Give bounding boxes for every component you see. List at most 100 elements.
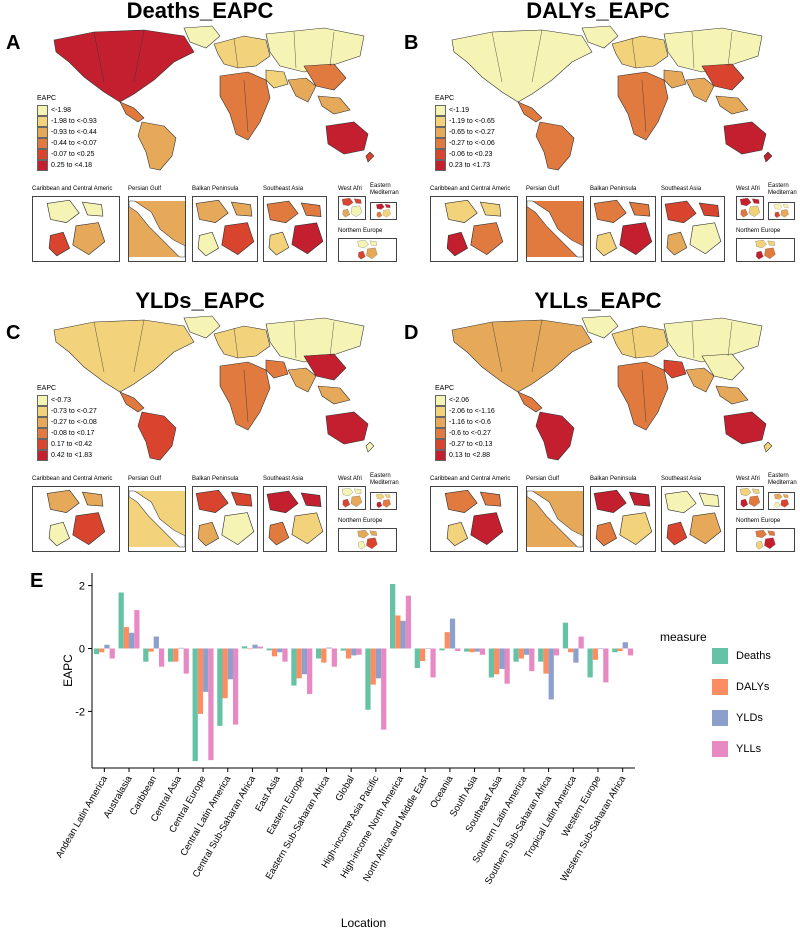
bar-deaths-13 xyxy=(414,648,420,668)
inset-map xyxy=(128,486,186,552)
map-legend-item: -0.44 to <-0.07 xyxy=(37,138,97,149)
inset-region xyxy=(48,231,70,257)
bar-dalys-3 xyxy=(173,648,179,662)
inset-region xyxy=(72,512,106,545)
inset-label: Eastern Mediterran xyxy=(768,473,797,486)
inset-region xyxy=(366,247,378,259)
x-tick-label: Global xyxy=(333,774,356,803)
inset-label: Persian Gulf xyxy=(526,476,560,482)
inset-region xyxy=(376,493,385,500)
inset-label: Northern Europe xyxy=(736,228,781,234)
inset-region xyxy=(230,491,253,507)
map-legend-title: EAPC xyxy=(37,95,57,102)
region-east-asia xyxy=(701,353,745,381)
inset-region xyxy=(446,231,468,257)
inset-label: Eastern Mediterran xyxy=(370,183,399,196)
chart-legend-label: YLLs xyxy=(736,743,762,755)
inset-region xyxy=(619,222,653,255)
inset-map xyxy=(338,196,366,220)
inset-region xyxy=(619,512,653,545)
legend-label: -0.27 to <0.13 xyxy=(449,441,493,448)
region-south-asia xyxy=(685,367,715,393)
region-south-america xyxy=(535,121,575,171)
inset-region xyxy=(376,203,385,210)
bar-deaths-18 xyxy=(538,648,544,662)
bar-deaths-9 xyxy=(315,648,322,659)
bar-dalys-12 xyxy=(395,615,401,649)
region-new-zealand xyxy=(365,151,374,163)
inset-map xyxy=(32,486,120,552)
internal-border xyxy=(727,31,733,67)
bar-ylls-19 xyxy=(578,636,584,649)
bar-ylds-21 xyxy=(622,642,628,649)
region-greenland xyxy=(581,315,619,339)
legend-swatch xyxy=(37,406,48,417)
bar-deaths-21 xyxy=(612,648,618,653)
inset-region xyxy=(774,203,783,210)
internal-border xyxy=(293,321,297,359)
legend-swatch xyxy=(37,428,48,439)
inset-region xyxy=(369,530,377,536)
bar-deaths-3 xyxy=(167,648,174,662)
world-map xyxy=(451,25,772,171)
region-greenland xyxy=(183,25,221,49)
inset-region xyxy=(740,498,748,508)
bar-ylds-0 xyxy=(104,644,110,649)
bar-ylds-11 xyxy=(375,648,382,679)
legend-label: <-1.19 xyxy=(449,107,470,114)
legend-swatch xyxy=(37,116,48,127)
legend-swatch xyxy=(37,439,48,450)
inset-region xyxy=(444,199,478,223)
region-middle-east xyxy=(663,359,687,379)
inset-region xyxy=(470,222,504,255)
legend-label: -0.08 to <0.17 xyxy=(51,430,95,437)
bar-ylls-21 xyxy=(627,648,634,656)
bar-ylds-2 xyxy=(153,636,159,649)
bar-ylds-4 xyxy=(203,648,209,692)
region-australia xyxy=(325,411,369,445)
region-middle-east xyxy=(265,69,289,89)
region-africa xyxy=(617,71,669,141)
map-legend-item: <-1.98 xyxy=(37,105,71,116)
bar-ylls-13 xyxy=(430,648,436,678)
bar-deaths-0 xyxy=(93,648,100,655)
bar-dalys-6 xyxy=(247,648,253,650)
inset-label: West Afri xyxy=(338,186,362,192)
inset-region xyxy=(197,231,219,257)
legend-swatch xyxy=(435,395,446,406)
internal-border xyxy=(133,319,145,373)
map-legend-item: -1.19 to <-0.65 xyxy=(435,116,495,127)
region-southeast-asia xyxy=(317,95,351,115)
region-greenland xyxy=(183,315,221,339)
inset-region xyxy=(689,512,722,545)
inset-label: Balkan Peninsula xyxy=(192,186,239,192)
inset-region xyxy=(268,521,290,546)
inset-label: Southeast Asia xyxy=(661,476,702,482)
region-north-america xyxy=(451,29,593,103)
bar-ylds-20 xyxy=(597,648,604,650)
map-legend-item: -0.6 to <-0.27 xyxy=(435,428,491,439)
internal-border xyxy=(531,319,543,373)
inset-region xyxy=(268,231,290,256)
legend-swatch xyxy=(435,450,446,461)
region-southeast-asia xyxy=(715,385,749,405)
legend-swatch xyxy=(435,417,446,428)
chart-legend-key xyxy=(712,648,728,664)
inset-region xyxy=(354,198,362,204)
inset-map xyxy=(736,528,795,552)
region-south-america xyxy=(137,121,177,171)
inset-label: West Afri xyxy=(338,476,362,482)
legend-label: -1.19 to <-0.65 xyxy=(449,118,495,125)
bar-ylls-0 xyxy=(109,648,115,659)
bar-ylls-9 xyxy=(331,648,337,667)
internal-border xyxy=(329,31,335,67)
panel-title: YLLs_EAPC xyxy=(534,288,662,313)
inset-region xyxy=(384,494,391,498)
map-legend-item: -0.27 to <-0.06 xyxy=(435,138,495,149)
region-africa xyxy=(617,361,669,431)
panel-title: Deaths_EAPC xyxy=(126,0,274,23)
map-legend-item: -0.06 to <0.23 xyxy=(435,149,492,160)
panel-title: YLDs_EAPC xyxy=(135,288,265,313)
inset-region xyxy=(266,490,299,514)
region-new-zealand xyxy=(365,441,374,453)
